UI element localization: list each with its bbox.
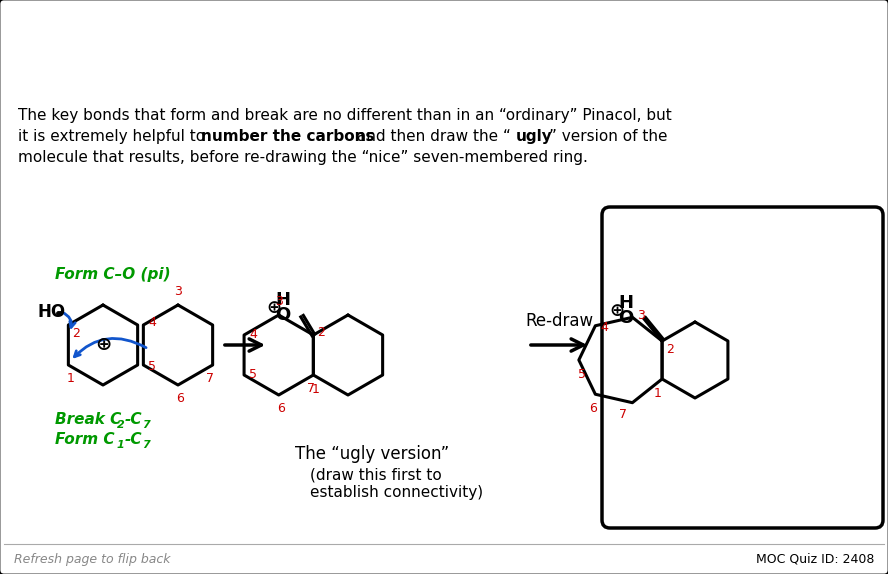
Text: ” version of the: ” version of the: [549, 129, 668, 144]
Text: ugly: ugly: [516, 129, 552, 144]
Text: 1: 1: [67, 372, 75, 385]
Text: 4: 4: [148, 316, 156, 329]
Text: 5: 5: [578, 368, 586, 381]
Text: 2: 2: [317, 327, 325, 339]
Text: 3: 3: [274, 295, 282, 308]
Text: 4: 4: [249, 328, 257, 342]
Text: ⊕: ⊕: [266, 299, 281, 317]
Text: 3: 3: [174, 285, 182, 298]
Text: 7: 7: [620, 408, 628, 421]
Text: (draw this first to
establish connectivity): (draw this first to establish connectivi…: [310, 468, 483, 501]
Text: 5: 5: [249, 369, 258, 382]
Text: number the carbons: number the carbons: [201, 129, 375, 144]
Text: 7: 7: [142, 440, 150, 450]
Text: ⊕: ⊕: [609, 302, 624, 320]
Text: -C: -C: [125, 432, 143, 448]
Text: 3: 3: [638, 309, 646, 322]
FancyBboxPatch shape: [602, 207, 883, 528]
Text: -C: -C: [125, 413, 143, 428]
Text: Break C: Break C: [55, 413, 122, 428]
Text: Refresh page to flip back: Refresh page to flip back: [14, 553, 170, 565]
Text: 7: 7: [206, 372, 214, 385]
Text: Form C: Form C: [55, 432, 115, 448]
Text: 2: 2: [666, 343, 674, 356]
Text: H: H: [618, 294, 633, 312]
Text: H: H: [275, 291, 290, 309]
Text: MOC Quiz ID: 2408: MOC Quiz ID: 2408: [756, 553, 874, 565]
Text: O: O: [274, 306, 290, 324]
Text: 2: 2: [117, 420, 124, 430]
Text: O: O: [618, 309, 633, 327]
Text: The “ugly version”: The “ugly version”: [295, 445, 449, 463]
Text: 1: 1: [654, 387, 662, 400]
Text: Re-draw: Re-draw: [525, 312, 593, 330]
Text: 7: 7: [307, 382, 315, 395]
Text: 6: 6: [590, 402, 598, 415]
Text: 7: 7: [142, 420, 150, 430]
Text: ⊕: ⊕: [95, 335, 111, 355]
Text: Form C–O (pi): Form C–O (pi): [55, 267, 170, 282]
Text: 2: 2: [72, 327, 80, 340]
Text: The key bonds that form and break are no different than in an “ordinary” Pinacol: The key bonds that form and break are no…: [18, 108, 671, 123]
Text: 1: 1: [117, 440, 124, 450]
Text: 6: 6: [277, 402, 285, 415]
Text: and then draw the “: and then draw the “: [352, 129, 511, 144]
Text: 4: 4: [600, 321, 608, 334]
Text: 1: 1: [312, 383, 320, 396]
Text: 5: 5: [148, 360, 156, 374]
Text: molecule that results, before re-drawing the “nice” seven-membered ring.: molecule that results, before re-drawing…: [18, 150, 588, 165]
Text: 6: 6: [176, 392, 184, 405]
Text: HO: HO: [37, 303, 66, 321]
Text: it is extremely helpful to: it is extremely helpful to: [18, 129, 210, 144]
